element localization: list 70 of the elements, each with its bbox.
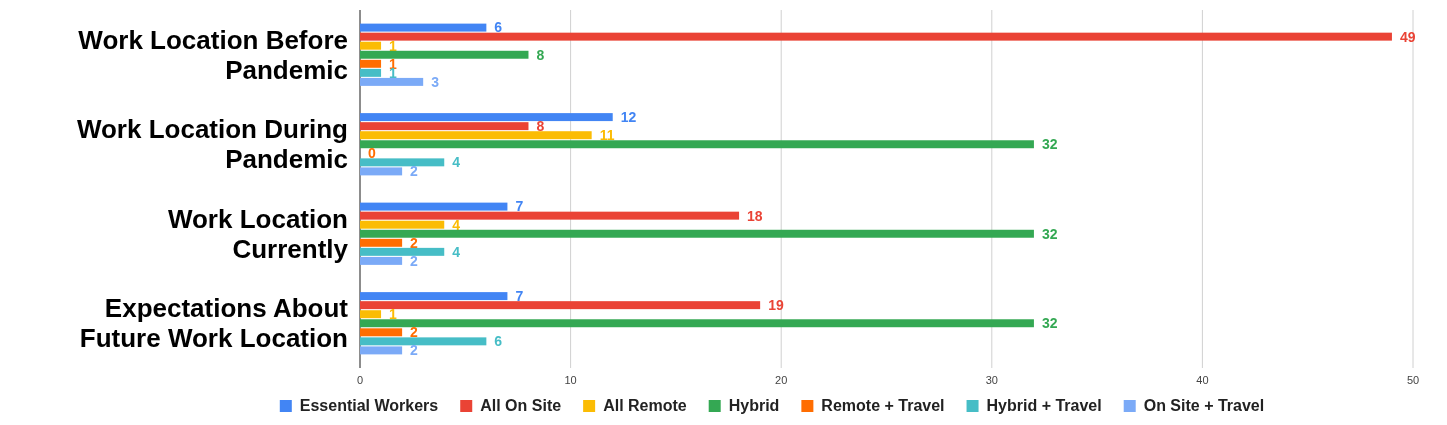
bar — [360, 131, 592, 140]
y-tick-label: Expectations About Future Work Location — [79, 293, 349, 354]
bar — [360, 310, 382, 319]
legend-label: Essential Workers — [299, 397, 439, 414]
bar — [360, 32, 1392, 41]
bar — [360, 77, 424, 86]
bar — [360, 346, 403, 355]
data-label: 2 — [410, 234, 419, 251]
data-label: 49 — [1399, 28, 1416, 45]
data-label: 4 — [452, 154, 461, 171]
x-tick-label: 30 — [985, 374, 998, 386]
bar — [360, 59, 382, 68]
data-label: 11 — [599, 127, 615, 144]
bar — [360, 238, 403, 247]
bar — [360, 167, 403, 176]
y-tick-label: Work Location Before Pandemic — [78, 24, 348, 85]
data-label: 4 — [452, 216, 461, 233]
data-label: 32 — [1041, 315, 1058, 332]
bar — [360, 122, 529, 131]
y-tick-label: Work Location Currently — [167, 203, 349, 264]
bar — [360, 41, 382, 50]
data-label: 6 — [494, 333, 503, 350]
bar — [360, 68, 382, 77]
x-tick-label: 40 — [1196, 374, 1209, 386]
data-label: 1 — [389, 37, 398, 54]
data-label: 32 — [1041, 225, 1058, 242]
data-label: 6 — [494, 19, 503, 36]
data-label: 2 — [410, 163, 419, 180]
legend-label: All Remote — [603, 397, 687, 414]
bar — [360, 319, 1034, 328]
data-label: 7 — [515, 198, 524, 215]
data-label: 18 — [747, 207, 763, 224]
legend-label: Remote + Travel — [821, 397, 945, 414]
x-tick-label: 0 — [356, 374, 364, 386]
data-label: 8 — [536, 46, 545, 63]
bar — [360, 140, 1034, 149]
data-label: 3 — [431, 73, 440, 90]
bar — [360, 292, 508, 301]
bar — [360, 113, 613, 122]
x-tick-label: 20 — [775, 374, 788, 386]
legend-label: All On Site — [480, 397, 562, 414]
data-label: 12 — [620, 109, 637, 125]
x-tick-label: 10 — [564, 374, 577, 386]
bar — [360, 158, 445, 167]
bar — [360, 328, 403, 337]
x-tick-label: 50 — [1406, 374, 1420, 386]
data-label: 8 — [536, 118, 545, 135]
bar — [360, 23, 487, 32]
data-label: 4 — [452, 243, 461, 260]
bar — [360, 211, 740, 220]
bar — [360, 202, 508, 211]
legend-label: Hybrid — [728, 397, 780, 414]
data-label: 7 — [515, 288, 524, 304]
data-label: 2 — [410, 324, 419, 341]
bar — [360, 256, 403, 265]
legend-label: Hybrid + Travel — [986, 397, 1102, 414]
data-label: 2 — [410, 342, 419, 359]
bar — [360, 229, 1034, 238]
legend-label: On Site + Travel — [1143, 397, 1265, 414]
data-label: 32 — [1041, 136, 1058, 153]
data-label: 19 — [768, 297, 784, 314]
data-label: 0 — [368, 145, 376, 162]
data-label: 2 — [410, 252, 419, 269]
bar — [360, 301, 761, 310]
y-tick-label: Work Location During Pandemic — [76, 114, 348, 175]
bar — [360, 220, 445, 229]
bar — [360, 247, 445, 256]
bar — [360, 337, 487, 346]
bar — [360, 50, 529, 59]
data-label: 1 — [389, 306, 398, 323]
